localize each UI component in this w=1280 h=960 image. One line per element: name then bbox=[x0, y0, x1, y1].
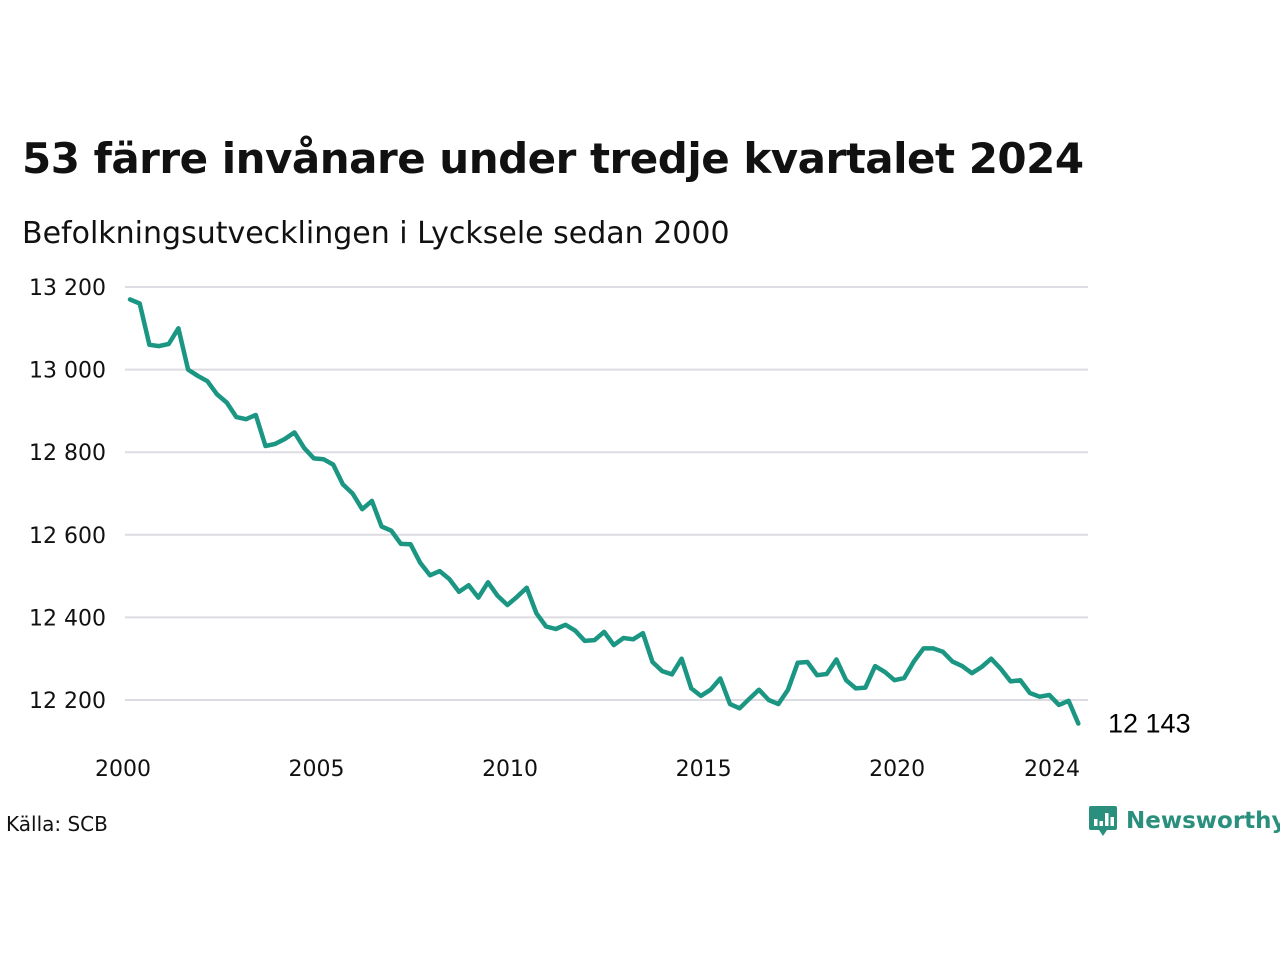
y-tick-label: 13 200 bbox=[29, 276, 106, 301]
x-tick-label: 2005 bbox=[289, 757, 345, 782]
x-tick-label: 2024 bbox=[1024, 757, 1080, 782]
source-note: Källa: SCB bbox=[6, 812, 108, 836]
y-tick-label: 12 400 bbox=[29, 606, 106, 631]
chart-subtitle: Befolkningsutvecklingen i Lycksele sedan… bbox=[22, 216, 730, 251]
chart-title: 53 färre invånare under tredje kvartalet… bbox=[22, 134, 1084, 183]
y-tick-label: 12 200 bbox=[29, 689, 106, 714]
y-tick-label: 12 800 bbox=[29, 441, 106, 466]
x-tick-label: 2020 bbox=[869, 757, 925, 782]
x-tick-label: 2000 bbox=[95, 757, 151, 782]
brand-logo[interactable]: Newsworthy bbox=[1088, 804, 1280, 838]
end-value-label: 12 143 bbox=[1108, 709, 1191, 739]
x-tick-label: 2010 bbox=[482, 757, 538, 782]
brand-name: Newsworthy bbox=[1126, 808, 1280, 834]
y-tick-label: 12 600 bbox=[29, 524, 106, 549]
newsworthy-logo-icon bbox=[1089, 806, 1117, 836]
y-tick-label: 13 000 bbox=[29, 359, 106, 384]
series-line bbox=[127, 297, 1081, 726]
x-tick-label: 2015 bbox=[676, 757, 732, 782]
